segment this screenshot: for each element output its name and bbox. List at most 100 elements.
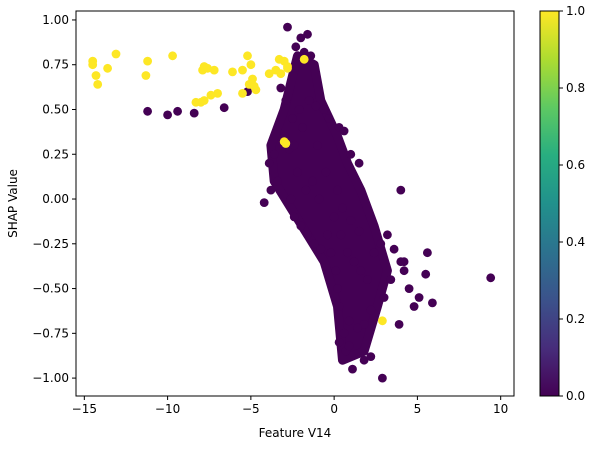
point-class0-19 [324, 114, 334, 123]
point-class0-22 [346, 149, 356, 159]
point-class1-1 [88, 60, 98, 70]
point-class0-75 [338, 203, 347, 213]
point-class0-39 [349, 257, 359, 267]
point-class0-64 [348, 364, 357, 374]
point-class1-14 [206, 90, 216, 100]
point-class0-46 [396, 185, 406, 195]
point-class1-5 [111, 49, 121, 59]
point-class0-63 [344, 341, 354, 351]
point-class0-21 [339, 126, 349, 136]
point-class0-9 [189, 108, 199, 118]
point-class1-6 [143, 56, 153, 66]
point-class0-3 [291, 42, 301, 52]
point-class0-71 [486, 273, 496, 283]
point-class0-29 [259, 198, 269, 208]
point-class0-80 [326, 248, 336, 258]
point-class0-48 [404, 284, 414, 293]
point-class0-18 [319, 105, 329, 114]
point-class0-4 [299, 47, 309, 57]
point-class0-15 [294, 105, 304, 114]
point-class0-89 [289, 140, 299, 150]
point-class0-69 [396, 257, 406, 267]
point-class0-51 [423, 248, 432, 258]
x-tick-label: 0 [330, 402, 338, 416]
y-axis-label: SHAP Value [6, 169, 20, 238]
point-class0-83 [334, 302, 344, 311]
y-tick-label: 0.50 [42, 102, 69, 116]
point-class1-4 [103, 63, 112, 73]
point-class0-6 [143, 106, 153, 116]
point-class0-61 [334, 337, 344, 347]
point-class0-66 [366, 352, 376, 361]
point-class1-20 [243, 51, 252, 61]
point-class0-73 [321, 167, 331, 177]
point-class0-7 [163, 110, 173, 120]
colorbar-tick-label: 0.6 [566, 158, 585, 172]
y-tick-label: −0.75 [32, 326, 69, 340]
points-layer [88, 22, 496, 383]
colorbar-ticks: 0.0 0.2 0.4 0.6 0.8 1.0 [559, 4, 585, 403]
point-class0-67 [378, 373, 387, 383]
point-class0-10 [219, 103, 229, 113]
point-class0-37 [336, 230, 346, 240]
plot-frame [75, 10, 515, 397]
point-class1-32 [283, 63, 292, 73]
point-class0-50 [414, 293, 424, 302]
point-class0-28 [286, 194, 296, 204]
y-tick-label: −0.25 [32, 237, 69, 251]
point-class0-54 [386, 275, 396, 284]
point-class0-65 [359, 355, 369, 365]
point-class0-82 [333, 284, 342, 293]
point-class1-18 [228, 67, 237, 77]
point-class0-53 [428, 298, 437, 308]
point-class0-2 [303, 29, 312, 39]
point-class0-25 [264, 158, 274, 168]
point-class1-19 [238, 65, 247, 75]
y-tick-label: 0.75 [42, 58, 69, 72]
y-ticks: −1.00 −0.75 −0.50 −0.25 0.00 0.25 0.50 0.75 1.00 [32, 13, 76, 385]
point-class1-33 [276, 69, 286, 79]
point-class1-36 [281, 139, 291, 148]
point-class0-23 [354, 158, 364, 168]
point-class0-88 [298, 123, 307, 132]
point-class0-8 [173, 106, 183, 116]
point-class0-86 [293, 167, 302, 177]
point-class1-7 [141, 71, 151, 80]
point-class0-26 [273, 176, 282, 186]
point-class0-68 [394, 320, 404, 329]
point-class0-41 [363, 275, 372, 284]
point-class0-78 [308, 176, 317, 186]
point-class0-16 [304, 96, 314, 105]
point-class0-79 [314, 194, 324, 204]
point-class0-45 [389, 244, 399, 254]
point-class0-60 [339, 328, 349, 338]
x-tick-label: 10 [493, 402, 508, 416]
point-class1-26 [249, 81, 259, 91]
colorbar-tick-label: 0.4 [566, 235, 585, 249]
point-class0-33 [309, 239, 319, 249]
y-tick-label: 0.25 [42, 147, 69, 161]
axes-layer [75, 10, 515, 397]
x-ticks: −15 −10 −5 0 5 10 [72, 396, 508, 416]
point-class0-87 [301, 185, 311, 195]
colorbar-tick-label: 1.0 [566, 4, 585, 18]
point-class0-27 [266, 185, 276, 195]
point-class0-74 [333, 185, 342, 195]
point-class0-38 [343, 248, 352, 258]
point-class0-57 [359, 320, 369, 329]
point-class0-76 [346, 216, 356, 225]
point-class0-56 [366, 305, 376, 315]
point-class0-17 [311, 101, 321, 111]
point-class0-52 [421, 269, 431, 279]
point-class0-81 [331, 266, 341, 276]
point-class1-2 [91, 71, 101, 80]
y-tick-label: 1.00 [42, 13, 69, 27]
colorbar-tick-label: 0.0 [566, 389, 585, 403]
point-class1-37 [378, 316, 387, 326]
x-tick-label: −15 [72, 402, 97, 416]
point-class0-24 [269, 149, 279, 159]
x-tick-label: −10 [155, 402, 180, 416]
x-tick-label: 5 [414, 402, 422, 416]
